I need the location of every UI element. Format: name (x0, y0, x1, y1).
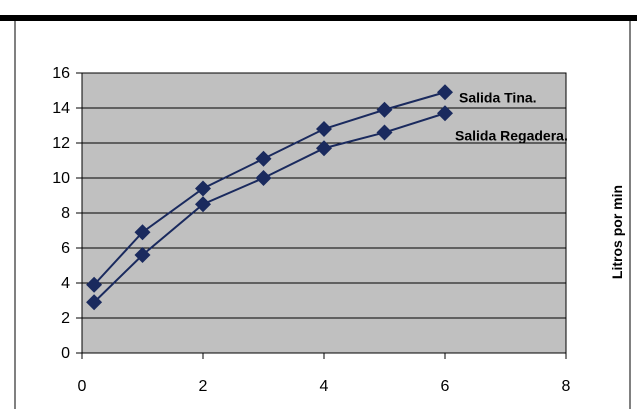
plot-area (76, 72, 567, 359)
x-tick-label: 2 (199, 378, 208, 395)
y-tick-label: 16 (52, 65, 70, 82)
top-border-bar (0, 15, 637, 21)
y-tick-label: 4 (61, 275, 70, 292)
y-tick-label: 14 (52, 100, 70, 117)
axes (81, 73, 567, 359)
gridlines (76, 72, 566, 354)
x-tick-label: 4 (320, 378, 329, 395)
y-tick-label: 10 (52, 170, 70, 187)
x-tick-label: 6 (441, 378, 450, 395)
data-point-marker (134, 224, 151, 241)
x-tick-label: 8 (562, 378, 571, 395)
data-point-marker (86, 294, 103, 311)
y-tick-label: 2 (61, 310, 70, 327)
data-point-marker (316, 140, 332, 157)
series-labels: Salida Tina. Salida Regadera. (455, 89, 568, 143)
series-label: Salida Tina. (459, 89, 537, 105)
data-point-marker (376, 124, 393, 141)
y-tick-labels: 0 2 4 6 8 10 12 14 16 (52, 65, 70, 362)
y-tick-label: 8 (61, 205, 70, 222)
data-point-marker (437, 105, 453, 122)
data-point-marker (195, 196, 211, 213)
data-point-marker (134, 247, 151, 263)
data-point-marker (255, 150, 272, 167)
x-tick-label: 0 (78, 378, 87, 395)
data-point-marker (376, 101, 393, 118)
y-tick-label: 6 (61, 240, 70, 257)
series-label: Salida Regadera. (455, 127, 568, 143)
y-tick-label: 0 (61, 345, 70, 362)
y-axis-title: Litros por min (609, 185, 625, 279)
data-point-marker (195, 180, 211, 197)
y-tick-label: 12 (52, 135, 70, 152)
x-tick-labels: 0 2 4 6 8 (78, 378, 571, 395)
series-layer (86, 84, 453, 311)
data-point-marker (316, 121, 332, 137)
data-point-marker (255, 170, 272, 186)
data-point-marker (437, 84, 453, 101)
data-point-marker (86, 276, 103, 293)
